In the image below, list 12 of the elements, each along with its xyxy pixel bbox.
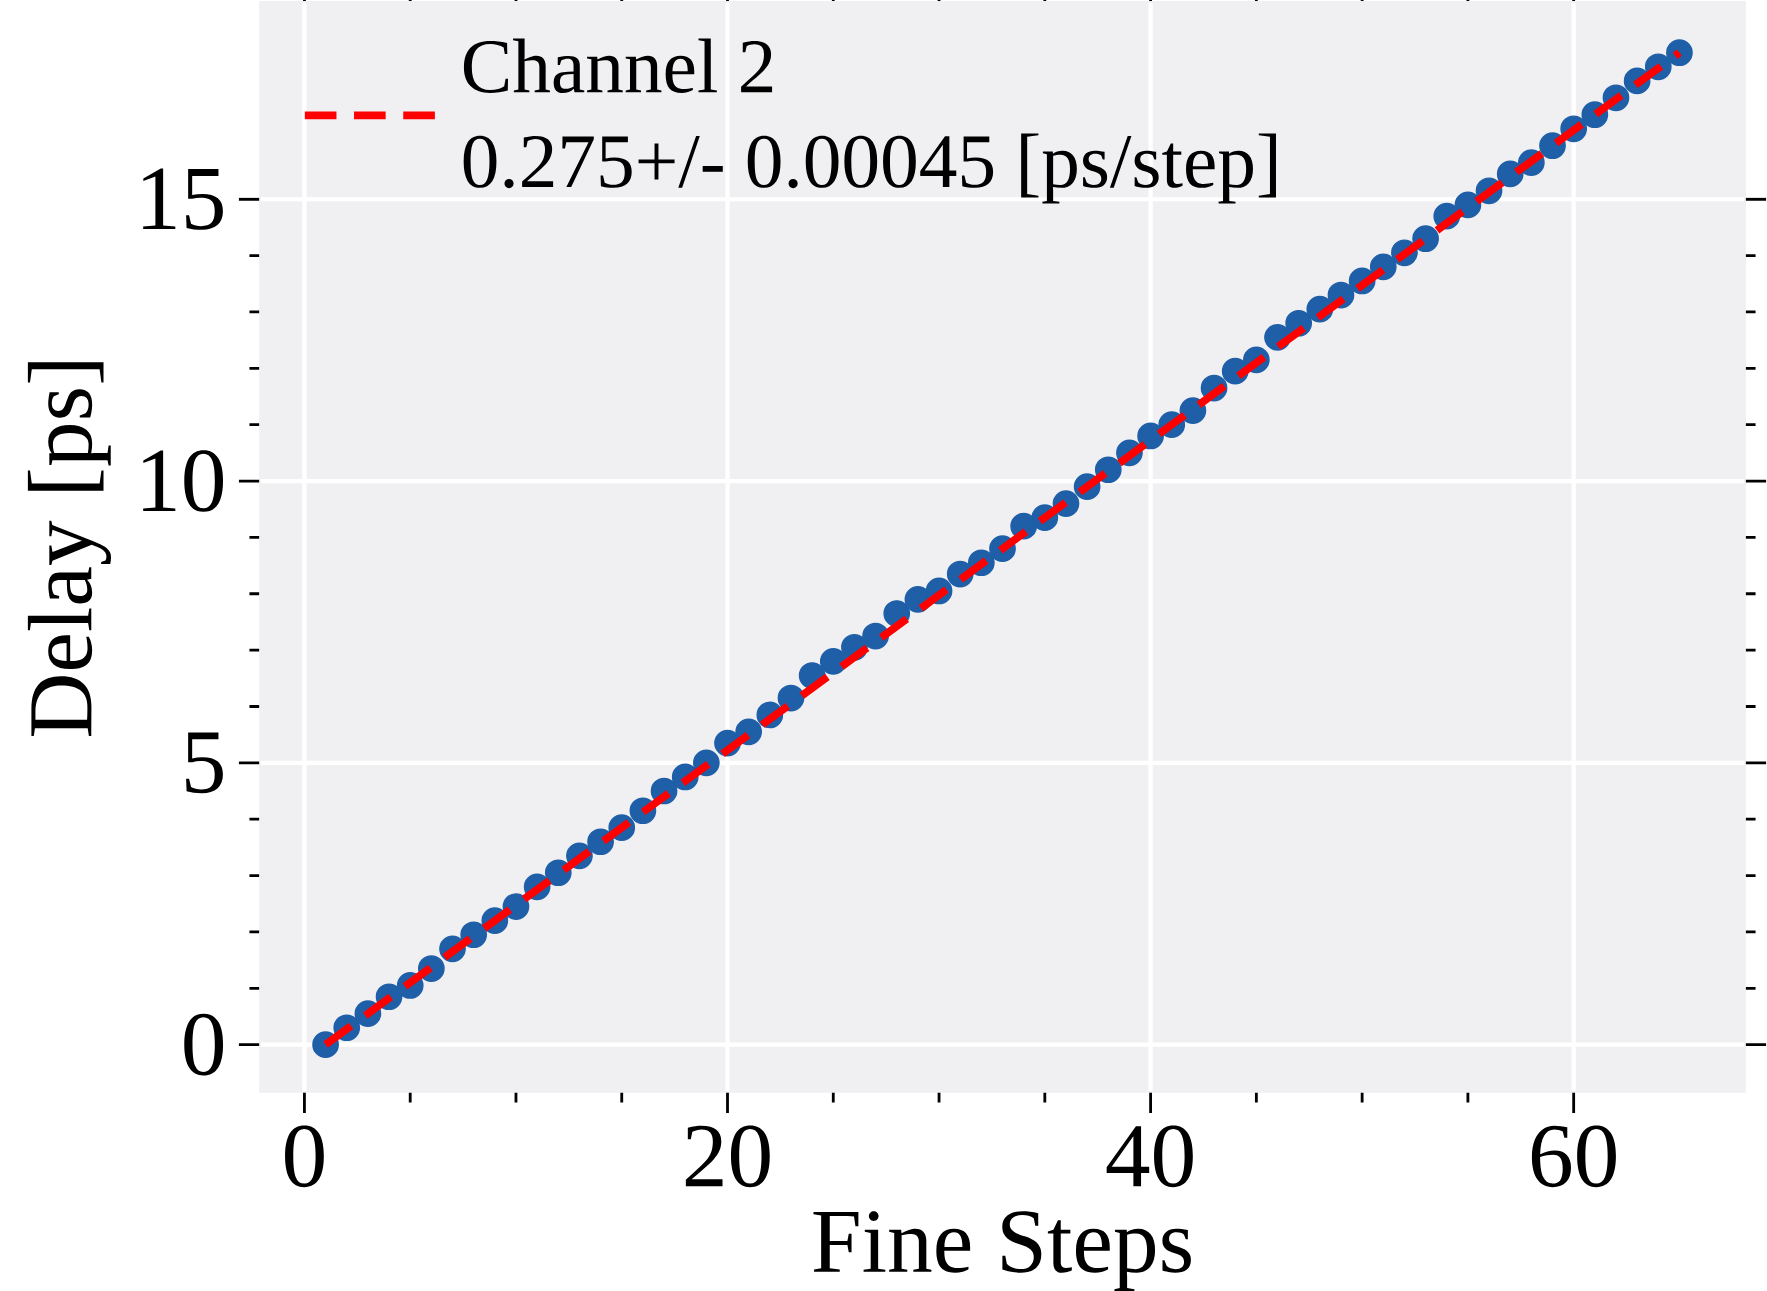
y-axis-title: Delay [ps] [27, 362, 112, 736]
y-tick-label: 0 [184, 1013, 224, 1076]
y-tick-label: 5 [186, 732, 223, 794]
x-tick-label: 40 [1106, 1125, 1193, 1188]
legend-label: 0.275+/- 0.00045 [ps/step] [463, 133, 1276, 204]
y-tick-label: 10 [143, 450, 224, 512]
legend-title: Channel 2 [463, 38, 773, 93]
x-tick-label: 0 [285, 1125, 324, 1188]
y-tick-label: 15 [143, 168, 223, 230]
x-tick-label: 60 [1531, 1125, 1616, 1188]
x-axis-title: Fine Steps [813, 1211, 1191, 1291]
x-tick-label: 20 [685, 1125, 770, 1188]
